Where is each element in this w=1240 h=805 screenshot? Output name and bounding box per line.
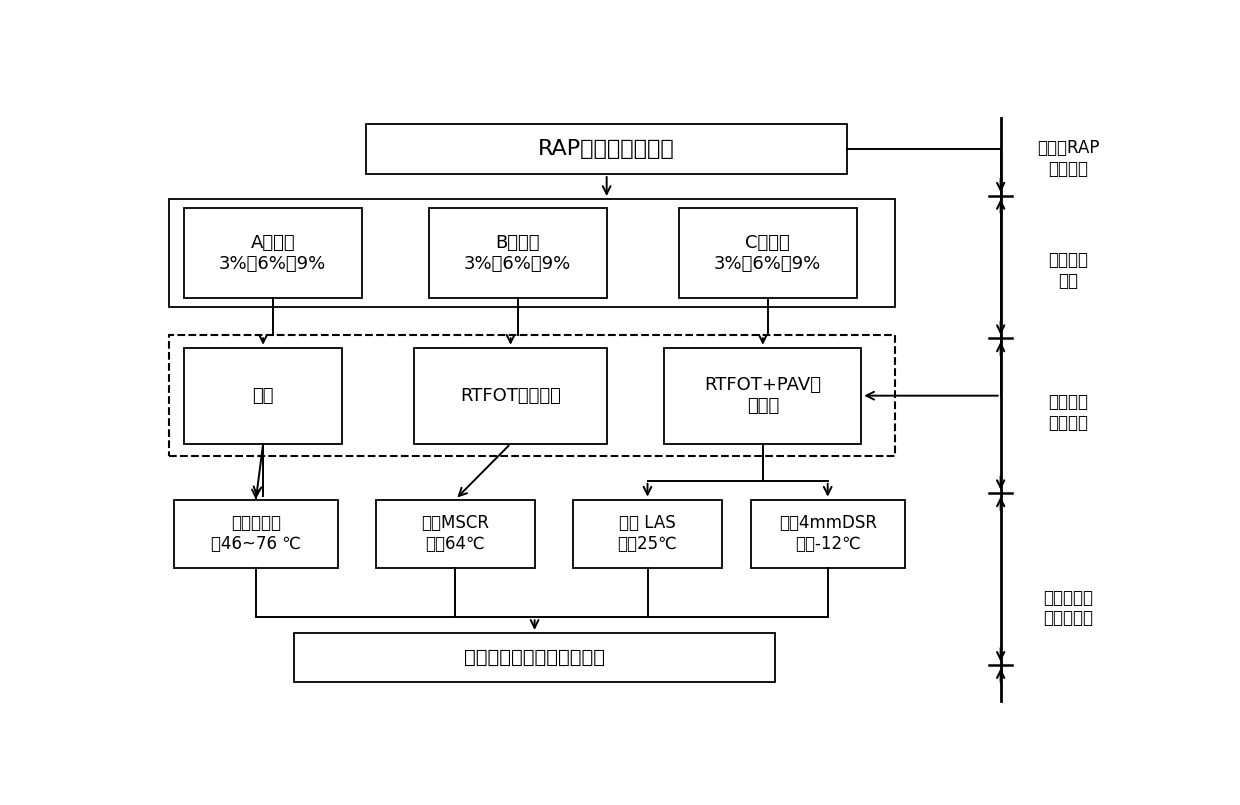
Bar [678,208,857,298]
Bar [367,125,847,174]
Bar [184,348,342,444]
Text: 原样: 原样 [253,386,274,405]
Bar [376,499,534,568]
Text: C再生剂
3%，6%，9%: C再生剂 3%，6%，9% [714,233,821,273]
Text: 低温4mmDSR
试验-12℃: 低温4mmDSR 试验-12℃ [779,514,877,553]
Text: 中温 LAS
试验25℃: 中温 LAS 试验25℃ [618,514,677,553]
Text: 铣刨料RAP
抽提回收: 铣刨料RAP 抽提回收 [1037,139,1099,178]
Bar [170,199,895,308]
Bar [414,348,606,444]
Text: 再生剂用量
及类型确定: 再生剂用量 及类型确定 [1043,588,1092,627]
Text: 再生沥青
性能测试: 再生沥青 性能测试 [1048,394,1087,432]
Text: A再生剂
3%，6%，9%: A再生剂 3%，6%，9% [219,233,326,273]
Text: 再生剂用量确定及类型优选: 再生剂用量确定及类型优选 [464,648,605,667]
Text: B再生剂
3%，6%，9%: B再生剂 3%，6%，9% [464,233,572,273]
Text: RAP中回收的旧沥青: RAP中回收的旧沥青 [538,139,675,159]
Bar [429,208,606,298]
Bar [665,348,862,444]
Bar [170,335,895,456]
Bar [174,499,337,568]
Bar [294,633,775,683]
Text: 再生沥青
制备: 再生沥青 制备 [1048,251,1087,290]
Bar [751,499,905,568]
Bar [184,208,362,298]
Text: 温度扫描试
验46~76 ℃: 温度扫描试 验46~76 ℃ [211,514,301,553]
Text: RTFOT+PAV长
期老化: RTFOT+PAV长 期老化 [704,376,821,415]
Text: 高温MSCR
试验64℃: 高温MSCR 试验64℃ [422,514,490,553]
Text: RTFOT短期老化: RTFOT短期老化 [460,386,560,405]
Bar [573,499,722,568]
